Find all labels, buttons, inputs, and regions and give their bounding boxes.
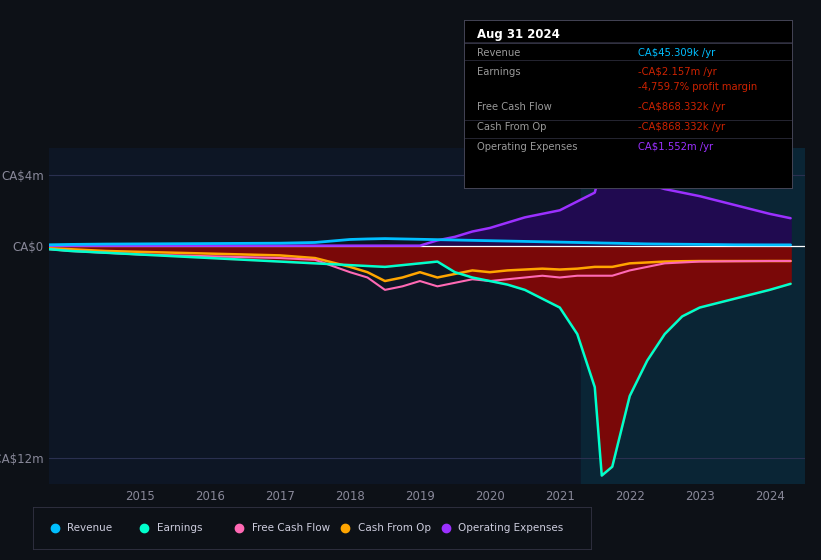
Text: -4,759.7% profit margin: -4,759.7% profit margin xyxy=(638,82,757,92)
Text: Free Cash Flow: Free Cash Flow xyxy=(477,102,552,112)
Text: Free Cash Flow: Free Cash Flow xyxy=(252,523,330,533)
Text: -CA$868.332k /yr: -CA$868.332k /yr xyxy=(638,122,725,132)
Text: Aug 31 2024: Aug 31 2024 xyxy=(477,28,560,41)
Text: CA$1.552m /yr: CA$1.552m /yr xyxy=(638,142,713,152)
Text: Revenue: Revenue xyxy=(477,48,521,58)
Text: Revenue: Revenue xyxy=(67,523,112,533)
Text: Operating Expenses: Operating Expenses xyxy=(458,523,563,533)
Text: Cash From Op: Cash From Op xyxy=(358,523,431,533)
Text: CA$45.309k /yr: CA$45.309k /yr xyxy=(638,48,715,58)
Text: Cash From Op: Cash From Op xyxy=(477,122,547,132)
Text: -CA$868.332k /yr: -CA$868.332k /yr xyxy=(638,102,725,112)
Text: Earnings: Earnings xyxy=(477,67,521,77)
Bar xyxy=(580,148,805,484)
Text: -CA$2.157m /yr: -CA$2.157m /yr xyxy=(638,67,717,77)
Text: Operating Expenses: Operating Expenses xyxy=(477,142,577,152)
Text: Earnings: Earnings xyxy=(157,523,202,533)
